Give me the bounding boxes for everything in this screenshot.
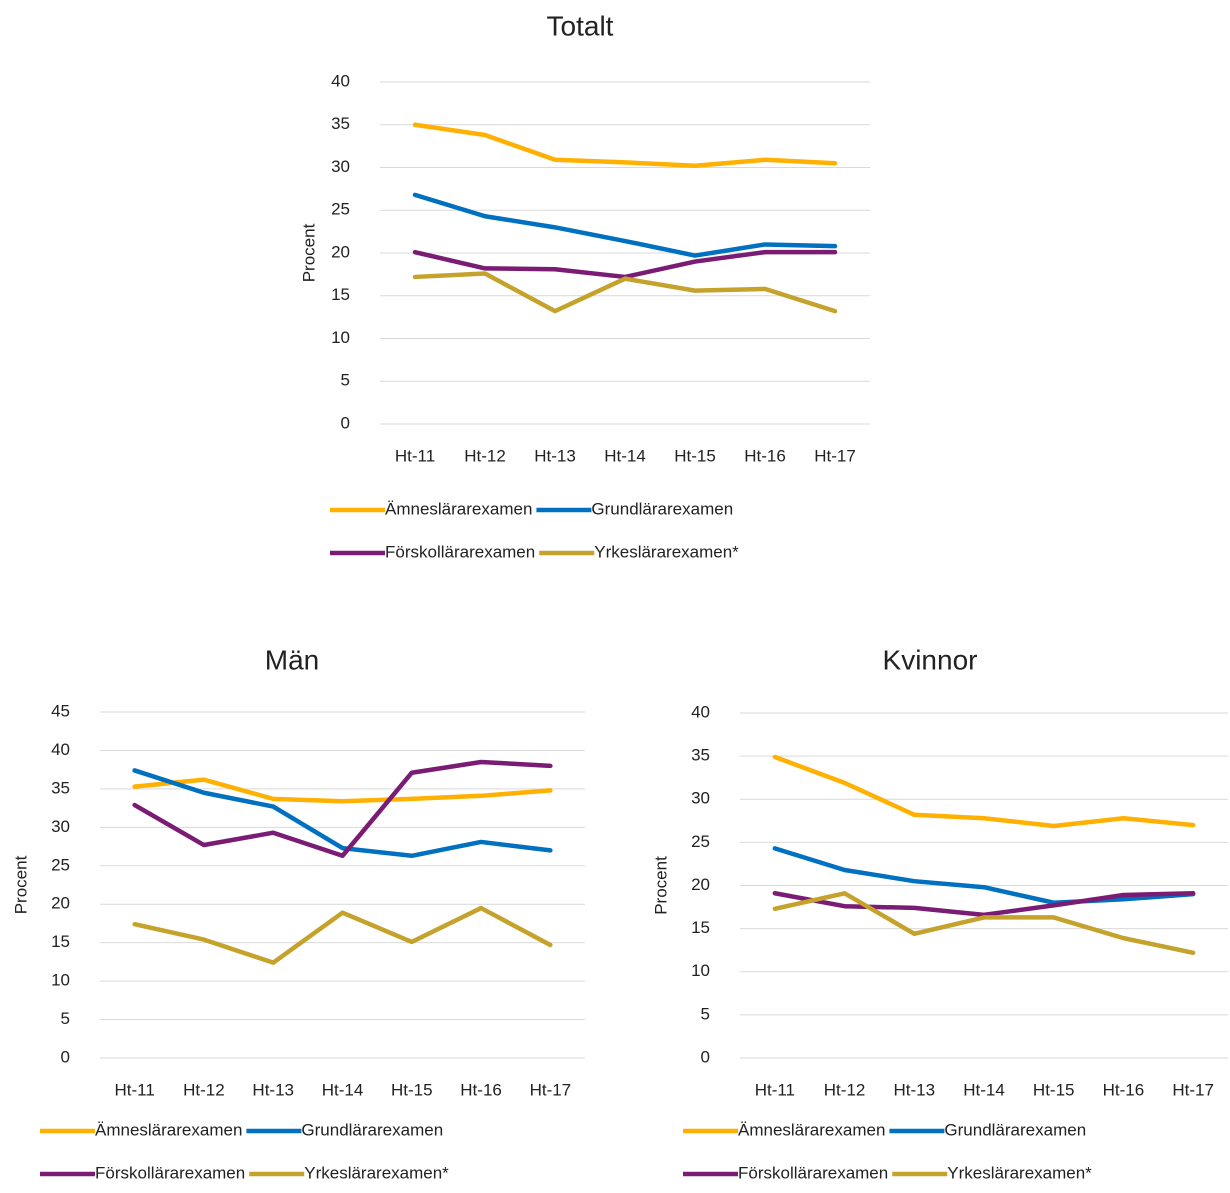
y-tick-label: 25	[331, 200, 350, 219]
x-tick-label: Ht-12	[824, 1080, 866, 1099]
x-tick-label: Ht-13	[534, 446, 576, 465]
legend-label: Förskollärarexamen	[738, 1163, 888, 1182]
x-tick-label: Ht-12	[464, 446, 506, 465]
y-tick-label: 35	[691, 746, 710, 765]
legend-label: Förskollärarexamen	[385, 542, 535, 561]
series-line	[772, 754, 1196, 829]
y-tick-label: 30	[331, 157, 350, 176]
x-tick-label: Ht-14	[963, 1080, 1005, 1099]
y-tick-label: 40	[51, 740, 70, 759]
y-tick-label: 25	[51, 855, 70, 874]
y-axis-label: Procent	[651, 856, 670, 915]
x-tick-label: Ht-16	[460, 1080, 502, 1099]
x-tick-label: Ht-17	[530, 1080, 572, 1099]
y-tick-label: 40	[691, 702, 710, 721]
y-tick-label: 40	[331, 71, 350, 90]
legend-label: Ämneslärarexamen	[95, 1120, 242, 1139]
x-tick-label: Ht-13	[893, 1080, 935, 1099]
chart-title: Totalt	[547, 10, 614, 41]
series-line	[132, 768, 553, 859]
y-tick-label: 15	[51, 932, 70, 951]
x-tick-label: Ht-16	[1103, 1080, 1145, 1099]
x-tick-label: Ht-14	[604, 446, 646, 465]
y-tick-label: 0	[61, 1047, 70, 1066]
y-axis-label: Procent	[11, 855, 30, 914]
y-tick-label: 15	[691, 918, 710, 937]
y-tick-label: 30	[51, 817, 70, 836]
legend-label: Förskollärarexamen	[95, 1163, 245, 1182]
y-tick-label: 10	[691, 961, 710, 980]
y-axis-label: Procent	[299, 223, 318, 282]
y-tick-label: 20	[691, 875, 710, 894]
legend-label: Ämneslärarexamen	[385, 499, 532, 518]
y-tick-label: 20	[331, 242, 350, 261]
legend-label: Yrkeslärarexamen*	[594, 542, 739, 561]
series-line	[772, 846, 1196, 905]
series-line	[412, 122, 838, 169]
series-line	[132, 905, 553, 965]
legend-label: Grundlärarexamen	[944, 1120, 1086, 1139]
y-tick-label: 35	[51, 778, 70, 797]
series-line	[132, 777, 553, 804]
y-tick-label: 10	[331, 328, 350, 347]
y-tick-label: 0	[701, 1047, 710, 1066]
x-tick-label: Ht-11	[395, 446, 435, 465]
x-tick-label: Ht-17	[814, 446, 856, 465]
x-tick-label: Ht-16	[744, 446, 786, 465]
y-tick-label: 5	[61, 1009, 70, 1028]
y-tick-label: 20	[51, 894, 70, 913]
y-tick-label: 5	[341, 371, 350, 390]
chart-title: Män	[265, 644, 319, 675]
x-tick-label: Ht-12	[183, 1080, 225, 1099]
legend-label: Grundlärarexamen	[301, 1120, 443, 1139]
x-tick-label: Ht-15	[1033, 1080, 1075, 1099]
y-tick-label: 5	[701, 1004, 710, 1023]
x-tick-label: Ht-14	[322, 1080, 364, 1099]
y-tick-label: 15	[331, 285, 350, 304]
x-tick-label: Ht-15	[391, 1080, 433, 1099]
legend-label: Yrkeslärarexamen*	[304, 1163, 449, 1182]
x-tick-label: Ht-11	[755, 1080, 795, 1099]
y-tick-label: 45	[51, 701, 70, 720]
x-tick-label: Ht-15	[674, 446, 716, 465]
series-line	[412, 271, 838, 314]
y-tick-label: 0	[341, 413, 350, 432]
y-tick-label: 25	[691, 832, 710, 851]
y-tick-label: 10	[51, 971, 70, 990]
chart-title: Kvinnor	[883, 644, 978, 675]
x-tick-label: Ht-11	[114, 1080, 154, 1099]
legend-label: Yrkeslärarexamen*	[947, 1163, 1092, 1182]
series-line	[772, 891, 1196, 956]
x-tick-label: Ht-17	[1172, 1080, 1214, 1099]
x-tick-label: Ht-13	[252, 1080, 294, 1099]
y-tick-label: 35	[331, 114, 350, 133]
series-line	[772, 891, 1196, 918]
legend-label: Ämneslärarexamen	[738, 1120, 885, 1139]
legend-label: Grundlärarexamen	[591, 499, 733, 518]
y-tick-label: 30	[691, 789, 710, 808]
series-line	[132, 759, 553, 859]
series-line	[412, 192, 838, 258]
